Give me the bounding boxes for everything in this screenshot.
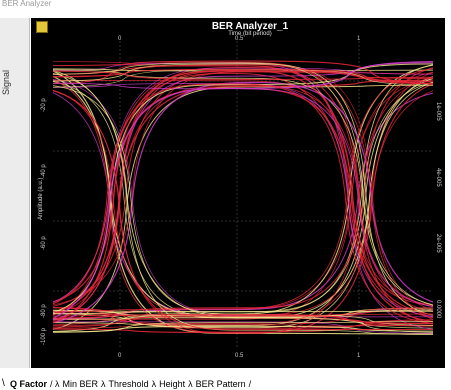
eye-diagram-traces [53, 41, 433, 349]
top-tick-label: 0.5 [235, 36, 244, 42]
analyzer-logo-icon [36, 21, 48, 33]
signal-trace [53, 67, 433, 303]
top-tick-label: 0 [118, 36, 122, 42]
signal-trace [53, 82, 433, 308]
signal-trace [53, 83, 433, 317]
signal-trace [53, 321, 433, 333]
result-tabs: Q Factor / λ Min BER λ Threshold λ Heigh… [8, 379, 252, 389]
tab-threshold[interactable]: Threshold [108, 379, 149, 389]
right-tick-label: 4e-005 [435, 168, 441, 187]
tab-separator: λ [151, 379, 157, 389]
tab-separator: / λ [50, 379, 60, 389]
signal-trace [53, 60, 433, 319]
signal-trace [53, 61, 433, 311]
bottom-tick-label: 1 [357, 353, 361, 359]
signal-trace [53, 307, 433, 328]
x-axis-label: Time (bit period) [228, 31, 272, 37]
signal-trace [53, 69, 433, 324]
signal-trace [53, 83, 433, 334]
signal-trace [53, 79, 433, 333]
signal-trace [53, 79, 433, 306]
right-tick-label: 0.0000 [435, 300, 441, 319]
window-caption: BER Analyzer [2, 0, 52, 8]
signal-trace [53, 321, 433, 334]
tab-ber-pattern[interactable]: BER Pattern [195, 379, 246, 389]
right-tick-label: 1e-005 [435, 102, 441, 121]
left-tick-label: -40 p [41, 164, 47, 178]
tab-min-ber[interactable]: Min BER [62, 379, 99, 389]
tab-bar-start: \ [2, 378, 5, 389]
signal-side-tab[interactable]: Signal [0, 18, 30, 368]
signal-trace [53, 64, 433, 313]
tab-separator: / [248, 379, 252, 389]
signal-trace [53, 81, 433, 324]
left-tick-label: -60 p [41, 236, 47, 250]
signal-trace [53, 90, 433, 329]
signal-trace [53, 89, 433, 331]
tab-q-factor[interactable]: Q Factor [10, 379, 48, 389]
y-axis-label: Amplitude (a.u.) [38, 177, 44, 220]
left-tick-label: -100 p [41, 327, 47, 345]
bottom-tick-label: 0 [118, 353, 122, 359]
signal-trace [53, 65, 433, 307]
signal-trace [53, 83, 433, 325]
signal-trace [53, 90, 433, 318]
tab-height[interactable]: Height [159, 379, 186, 389]
signal-trace [53, 68, 433, 313]
signal-trace [53, 313, 433, 325]
left-tick-label: -20 p [41, 98, 47, 112]
bottom-tick-label: 0.5 [235, 353, 244, 359]
bottom-tab-bar [0, 368, 451, 390]
tab-separator: λ [101, 379, 106, 389]
signal-trace [53, 84, 433, 316]
right-tick-label: 2e-005 [435, 234, 441, 253]
signal-traces [53, 60, 433, 335]
signal-trace [53, 62, 433, 306]
signal-side-tab-label: Signal [1, 70, 11, 96]
left-tick-label: -80 p [41, 304, 47, 318]
signal-trace [53, 67, 433, 317]
signal-trace [53, 70, 433, 80]
signal-trace [53, 70, 433, 322]
plot-title: BER Analyzer_1 [211, 21, 289, 32]
top-tick-label: 1 [357, 36, 361, 42]
tab-separator: λ [188, 379, 193, 389]
signal-trace [53, 63, 433, 313]
signal-trace [53, 310, 433, 315]
signal-trace [53, 68, 433, 84]
